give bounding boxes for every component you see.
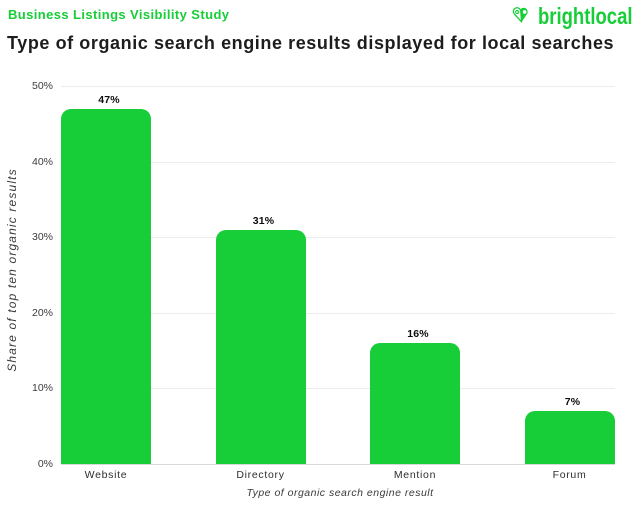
svg-text:brightlocal: brightlocal [538, 3, 633, 29]
